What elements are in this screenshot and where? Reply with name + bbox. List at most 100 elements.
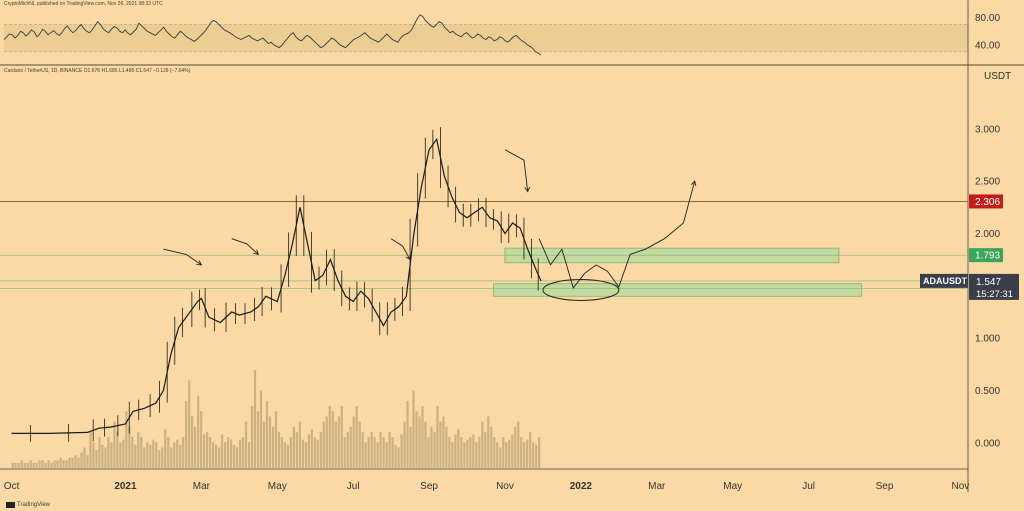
y-tick-label: 0.500 [975, 386, 1000, 397]
volume-bar [110, 442, 113, 468]
volume-bar [430, 426, 433, 468]
tradingview-logo-text: TradingView [17, 502, 51, 508]
volume-bar [535, 444, 538, 468]
volume-bar [212, 442, 215, 468]
volume-bar [334, 421, 337, 468]
y-tick-label: 1.000 [975, 334, 1000, 345]
y-tick-label: 2.500 [975, 177, 1000, 188]
volume-bar [44, 462, 47, 468]
volume-bar [493, 437, 496, 468]
volume-bar [143, 447, 146, 468]
volume-bar [182, 437, 185, 468]
volume-bar [337, 416, 340, 468]
volume-bar [289, 437, 293, 468]
volume-bar [62, 460, 65, 468]
volume-bar [122, 439, 125, 468]
volume-bar [244, 421, 248, 468]
volume-bar [385, 442, 388, 468]
annotation-arrow [163, 248, 202, 266]
volume-bar [56, 460, 59, 468]
volume-bar [98, 437, 101, 468]
volume-bar [89, 431, 92, 468]
x-tick-label: Nov [496, 481, 514, 492]
y-tick-label: 0.000 [975, 438, 1000, 449]
volume-bar [538, 437, 541, 468]
volume-bar [137, 431, 140, 468]
volume-bar [499, 447, 502, 468]
volume-bar [71, 457, 74, 468]
volume-bar [217, 447, 221, 468]
volume-bar [77, 457, 80, 468]
volume-bar [107, 437, 110, 468]
level-lines [0, 200, 968, 289]
volume-bar [442, 416, 445, 468]
current-price-label: 1.547 [976, 277, 1001, 288]
current-price-tag [969, 273, 1019, 300]
volume-bar [466, 439, 469, 468]
volume-bar [331, 411, 334, 468]
volume-bar [448, 437, 451, 468]
current-symbol-label: ADAUSDT [923, 276, 968, 286]
volume-bar [514, 426, 517, 468]
rsi-tick-80: 80.00 [975, 13, 1000, 24]
volume-bar [241, 437, 245, 468]
x-tick-label: Jul [802, 481, 815, 492]
volume-bar [307, 434, 310, 468]
volume-bar [223, 442, 227, 468]
volume-bar [214, 444, 218, 468]
volume-bar [203, 434, 206, 468]
volume-bar [505, 442, 508, 468]
volume-bar [17, 462, 20, 468]
volume-bar [373, 437, 376, 468]
volume-bar [80, 452, 83, 468]
price-label-text: 1.793 [975, 251, 1000, 262]
volume-bar [59, 457, 62, 468]
volume-bar [95, 449, 98, 468]
volume-bar [146, 442, 149, 468]
volume-bar [68, 457, 71, 468]
volume-bar [259, 390, 263, 468]
annotation-arrow-head [405, 254, 411, 261]
volume-bar [457, 429, 460, 468]
volume-bar [391, 437, 394, 468]
volume-bar [191, 416, 194, 468]
volume-bar [529, 431, 532, 468]
volume-bar [164, 429, 167, 468]
volume-bar [463, 442, 466, 468]
volume-bar [128, 426, 131, 468]
volume-bar [173, 442, 176, 468]
volume-bar [113, 421, 116, 468]
price-label-box [969, 248, 1003, 263]
volume-bar [47, 460, 50, 468]
volume-bar [119, 442, 122, 468]
volume-bar [265, 400, 269, 468]
volume-bar [310, 429, 313, 468]
volume-bar [179, 444, 182, 468]
volume-bar [134, 444, 137, 468]
volume-bar [487, 416, 490, 468]
volume-bar [274, 411, 278, 468]
volume-bar [83, 447, 86, 468]
x-tick-label: Mar [648, 481, 666, 492]
current-countdown-label: 15:27:31 [976, 289, 1013, 300]
volume-bar [364, 442, 367, 468]
volume-bar [346, 431, 349, 468]
annotation-arrow [231, 238, 259, 255]
volume-bar [131, 437, 134, 468]
volume-bar [445, 426, 448, 468]
y-axis-unit: USDT [984, 71, 1011, 82]
projection-path [538, 180, 696, 289]
volume-bar [481, 421, 484, 468]
volume-bar [325, 416, 328, 468]
volume-bar [517, 421, 520, 468]
volume-bar [520, 437, 523, 468]
tradingview-logo-icon [6, 502, 15, 508]
volume-bar [355, 406, 358, 468]
volume-bar [388, 431, 391, 468]
annotation-arrow-head [196, 260, 203, 266]
volume-bar [394, 444, 397, 468]
x-tick-label: May [723, 481, 742, 492]
volume-bar [86, 455, 89, 468]
rsi-band [4, 24, 968, 52]
